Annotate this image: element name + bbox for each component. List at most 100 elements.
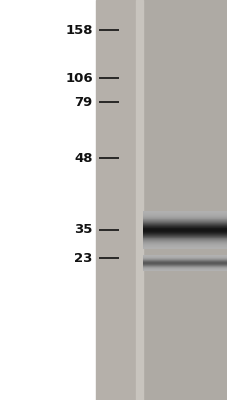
- Bar: [142, 266, 227, 267]
- Bar: [142, 241, 227, 242]
- Bar: [142, 219, 227, 220]
- Bar: [142, 257, 227, 258]
- Bar: [142, 265, 227, 266]
- Bar: [142, 220, 227, 221]
- Bar: [142, 266, 227, 267]
- Bar: [142, 242, 227, 243]
- Bar: [142, 255, 227, 256]
- Bar: [142, 257, 227, 258]
- Bar: [142, 244, 227, 245]
- Bar: [142, 242, 227, 243]
- Bar: [142, 256, 227, 257]
- Bar: [142, 240, 227, 241]
- Bar: [142, 211, 227, 212]
- Bar: [142, 265, 227, 266]
- Bar: [142, 238, 227, 240]
- Bar: [142, 258, 227, 259]
- Bar: [142, 228, 227, 229]
- Bar: [142, 239, 227, 240]
- Bar: [142, 270, 227, 271]
- Bar: [142, 218, 227, 220]
- Bar: [142, 212, 227, 213]
- Bar: [142, 226, 227, 228]
- Bar: [142, 259, 227, 260]
- Bar: [142, 236, 227, 237]
- Bar: [142, 262, 227, 263]
- Bar: [142, 261, 227, 262]
- Bar: [142, 240, 227, 241]
- Bar: [142, 244, 227, 245]
- Bar: [142, 211, 227, 212]
- Bar: [142, 259, 227, 260]
- Bar: [142, 234, 227, 235]
- Bar: [142, 243, 227, 244]
- Bar: [142, 255, 227, 256]
- Bar: [142, 264, 227, 265]
- Text: 158: 158: [65, 24, 92, 36]
- Bar: [142, 265, 227, 266]
- Bar: [142, 268, 227, 269]
- Bar: [142, 264, 227, 265]
- Text: 23: 23: [74, 252, 92, 264]
- Text: 35: 35: [74, 224, 92, 236]
- Bar: [142, 261, 227, 262]
- Bar: [142, 226, 227, 227]
- Bar: [142, 255, 227, 256]
- Bar: [142, 233, 227, 234]
- Bar: [142, 258, 227, 259]
- Bar: [142, 266, 227, 267]
- Bar: [142, 257, 227, 258]
- Bar: [142, 256, 227, 257]
- Bar: [142, 213, 227, 214]
- Bar: [142, 268, 227, 269]
- Bar: [142, 263, 227, 264]
- Bar: [142, 266, 227, 267]
- Bar: [142, 225, 227, 226]
- Bar: [142, 270, 227, 271]
- Bar: [142, 267, 227, 268]
- Bar: [142, 262, 227, 263]
- Bar: [142, 258, 227, 259]
- Bar: [142, 256, 227, 257]
- Bar: [142, 227, 227, 228]
- Bar: [142, 259, 227, 260]
- Bar: [142, 269, 227, 270]
- Bar: [142, 260, 227, 261]
- Bar: [142, 268, 227, 269]
- Bar: [142, 216, 227, 217]
- Bar: [142, 236, 227, 238]
- Bar: [142, 261, 227, 262]
- Bar: [142, 264, 227, 265]
- Bar: [142, 216, 227, 218]
- Bar: [142, 263, 227, 264]
- Bar: [142, 222, 227, 223]
- Bar: [142, 269, 227, 270]
- Bar: [142, 223, 227, 224]
- Bar: [142, 263, 227, 264]
- Bar: [142, 232, 227, 233]
- Bar: [142, 270, 227, 271]
- Bar: [142, 243, 227, 244]
- Bar: [142, 262, 227, 263]
- Text: 48: 48: [74, 152, 92, 164]
- Bar: [142, 220, 227, 221]
- Bar: [142, 230, 227, 231]
- Bar: [142, 223, 227, 224]
- Bar: [142, 221, 227, 222]
- Bar: [142, 230, 227, 231]
- Bar: [142, 214, 227, 215]
- Bar: [142, 246, 227, 247]
- Text: 79: 79: [74, 96, 92, 108]
- Bar: [142, 248, 227, 249]
- Text: 106: 106: [65, 72, 92, 84]
- Bar: [142, 234, 227, 235]
- Bar: [142, 237, 227, 238]
- Bar: [142, 225, 227, 226]
- Bar: [142, 229, 227, 230]
- Bar: [142, 235, 227, 236]
- Bar: [142, 224, 227, 225]
- Bar: [142, 224, 227, 225]
- Bar: [142, 264, 227, 265]
- Bar: [142, 245, 227, 246]
- Bar: [142, 269, 227, 270]
